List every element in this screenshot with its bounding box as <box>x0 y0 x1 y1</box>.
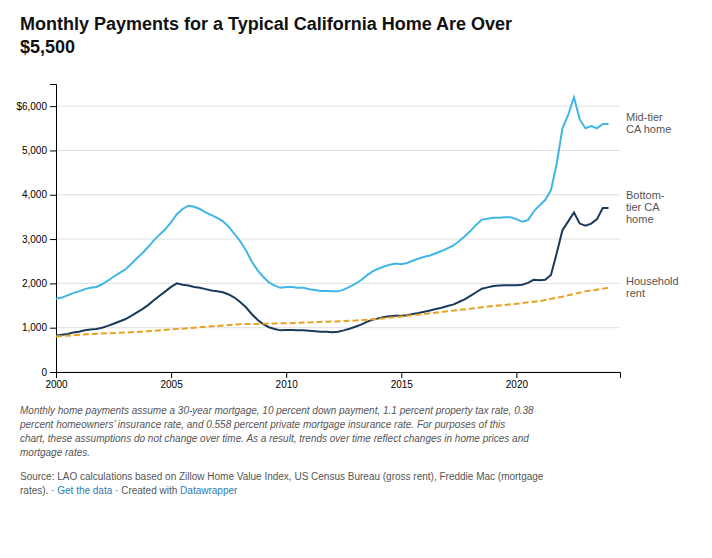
tick: 2020 <box>506 372 529 390</box>
source-link: Datawrapper <box>180 485 238 496</box>
series-label-line: CA home <box>626 123 671 135</box>
series-label-line: rent <box>626 287 645 299</box>
tick: 5,000 <box>22 145 56 156</box>
tick: 2010 <box>276 372 299 390</box>
series-label-line: Bottom- <box>626 189 665 201</box>
grid <box>56 106 620 372</box>
tick: 2015 <box>391 372 414 390</box>
tick-mark <box>171 372 172 378</box>
note: chart, these assumptions do not change o… <box>20 433 529 444</box>
tick-label: 2005 <box>160 379 183 390</box>
title: Monthly Payments for a Typical Californi… <box>20 14 512 57</box>
tick-mark <box>516 372 517 378</box>
series-label: Mid-tierCA home <box>626 111 671 135</box>
axis-line <box>57 373 621 379</box>
line <box>56 288 608 337</box>
series-labels: Mid-tierCA home Bottom-tier CAhome Househo… <box>626 111 679 299</box>
source-text: Source: LAO calculations based on Zillow… <box>20 471 544 482</box>
series-label-line: home <box>626 213 654 225</box>
tick-mark <box>50 328 56 329</box>
tick: 0 <box>41 367 56 378</box>
tick: 4,000 <box>22 189 56 200</box>
series-label-line: tier CA <box>626 201 660 213</box>
tick: 2000 <box>45 372 68 390</box>
tick-mark <box>286 372 287 378</box>
tick-label: 2000 <box>45 379 68 390</box>
x-axis: 2000 2005 2010 2015 2020 <box>45 372 620 390</box>
tick-label: 2,000 <box>22 278 47 289</box>
notes: Monthly home payments assume a 30-year m… <box>19 405 534 458</box>
title-line: Monthly Payments for a Typical Californi… <box>20 14 512 34</box>
source-text: · Created with <box>112 485 180 496</box>
line <box>56 97 608 299</box>
source-text: rates). · <box>20 485 57 496</box>
source-link: Get the data <box>57 485 112 496</box>
tick-label: 4,000 <box>22 189 47 200</box>
tick-mark <box>50 150 56 151</box>
note: percent homeowners’ insurance rate, and … <box>19 419 505 430</box>
series-label: Householdrent <box>626 275 679 299</box>
grid-line <box>56 150 620 151</box>
tick: 1,000 <box>22 322 56 333</box>
title-line: $5,500 <box>20 37 75 57</box>
axis-line <box>50 85 57 373</box>
source: Source: LAO calculations based on Zillow… <box>20 471 544 496</box>
tick-label: 0 <box>41 367 47 378</box>
tick-label: 2010 <box>276 379 299 390</box>
tick: 3,000 <box>22 234 56 245</box>
note: Monthly home payments assume a 30-year m… <box>20 405 534 416</box>
tick-mark <box>401 372 402 378</box>
tick-label: 1,000 <box>22 322 47 333</box>
series-label-line: Household <box>626 275 679 287</box>
y-axis: 0 1,000 2,000 3,000 4,000 5,000 $6,000 <box>16 85 56 378</box>
grid-line <box>56 327 620 328</box>
tick-label: 2020 <box>506 379 529 390</box>
tick-mark <box>50 372 56 373</box>
tick: 2005 <box>160 372 183 390</box>
series-label: Bottom-tier CAhome <box>626 189 665 225</box>
tick-label: 5,000 <box>22 145 47 156</box>
tick-label: 2015 <box>391 379 414 390</box>
line <box>56 208 608 336</box>
tick-mark <box>50 106 56 107</box>
tick-mark <box>56 372 57 378</box>
chart: Monthly Payments for a Typical Californi… <box>0 0 712 558</box>
tick-mark <box>50 283 56 284</box>
tick-mark <box>50 239 56 240</box>
grid-line <box>56 283 620 284</box>
grid-line <box>56 194 620 195</box>
note: mortgage rates. <box>20 447 90 458</box>
tick-label: $6,000 <box>16 101 47 112</box>
tick-mark <box>50 195 56 196</box>
lines <box>56 97 608 336</box>
series-label-line: Mid-tier <box>626 111 663 123</box>
tick: 2,000 <box>22 278 56 289</box>
grid-line <box>56 239 620 240</box>
tick-label: 3,000 <box>22 234 47 245</box>
tick: $6,000 <box>16 101 56 112</box>
grid-line <box>56 106 620 107</box>
